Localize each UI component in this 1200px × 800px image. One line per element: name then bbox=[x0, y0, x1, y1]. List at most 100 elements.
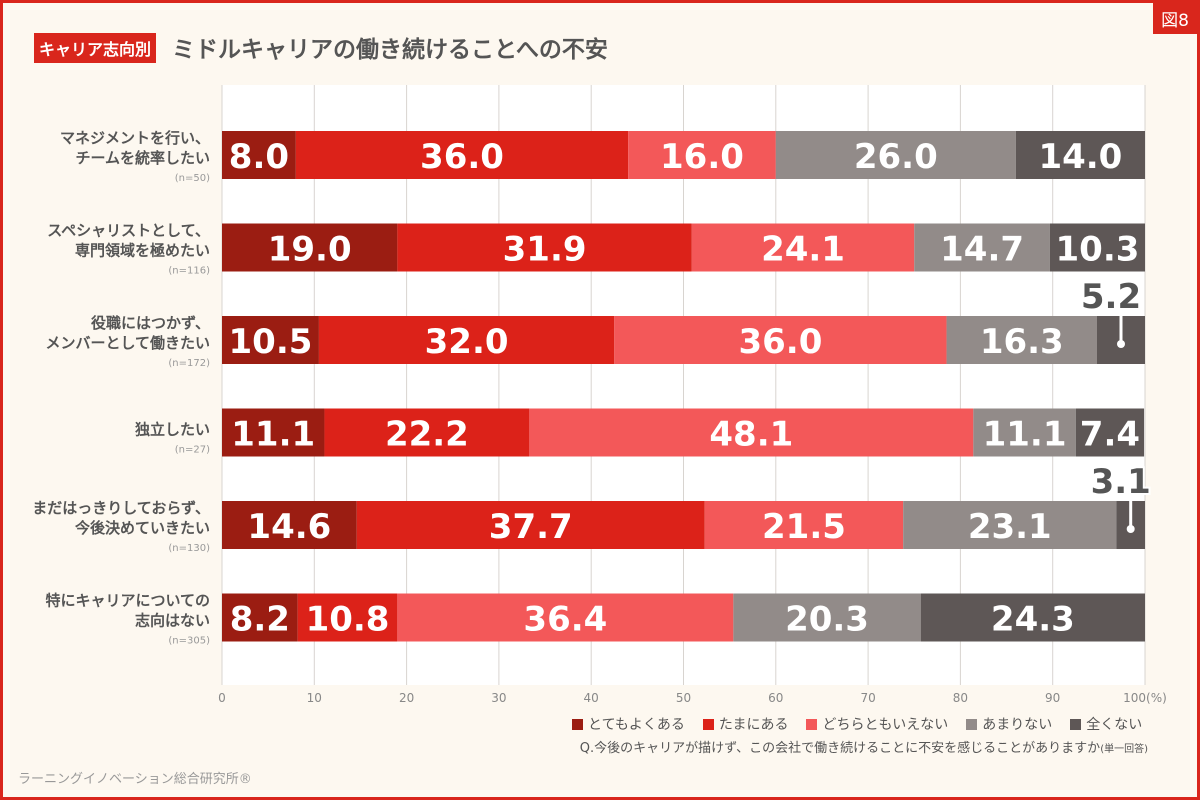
x-tick-label: 20 bbox=[399, 691, 414, 705]
category-label: スペシャリストとして、 bbox=[47, 222, 210, 240]
data-label: 21.5 bbox=[762, 507, 846, 547]
bar-segment bbox=[222, 408, 325, 457]
data-label: 8.0 bbox=[229, 137, 289, 177]
x-tick-label: 70 bbox=[860, 691, 875, 705]
data-label: 10.5 bbox=[229, 322, 313, 362]
bar-segment bbox=[222, 593, 298, 642]
data-label: 23.1 bbox=[968, 507, 1052, 547]
bar-segment bbox=[297, 593, 398, 642]
bar-segment bbox=[324, 408, 530, 457]
x-tick-label: 10 bbox=[307, 691, 322, 705]
data-label: 36.0 bbox=[738, 322, 822, 362]
category-n: (n=50) bbox=[175, 173, 210, 184]
data-label: 10.3 bbox=[1056, 230, 1140, 270]
x-tick-label: 90 bbox=[1045, 691, 1060, 705]
category-label: マネジメントを行い、 bbox=[60, 129, 210, 147]
data-label: 16.0 bbox=[660, 137, 744, 177]
x-tick-label: 100(%) bbox=[1123, 691, 1167, 705]
bar-segment bbox=[946, 316, 1098, 364]
category-label: まだはっきりしておらず、 bbox=[32, 499, 210, 517]
bar-segment bbox=[914, 223, 1050, 272]
category-label: メンバーとして働きたい bbox=[45, 334, 210, 352]
legend-label: 全くない bbox=[1086, 717, 1143, 733]
x-tick-label: 60 bbox=[768, 691, 783, 705]
bar-segment bbox=[920, 593, 1145, 642]
data-label: 31.9 bbox=[503, 230, 587, 270]
data-label: 48.1 bbox=[709, 415, 793, 455]
legend: とてもよくある たまにある どちらともいえない あまりない 全くない bbox=[572, 714, 1142, 734]
category-label: 特にキャリアについての bbox=[45, 592, 210, 610]
legend-swatch bbox=[1070, 719, 1082, 730]
legend-label: あまりない bbox=[982, 717, 1053, 733]
category-label: 専門領域を極めたい bbox=[75, 242, 210, 260]
bar-segment bbox=[1075, 408, 1145, 457]
bar-segment bbox=[628, 131, 776, 179]
bar-segment bbox=[614, 316, 947, 364]
legend-label: たまにある bbox=[718, 717, 789, 733]
legend-item: 全くない bbox=[1070, 714, 1142, 734]
x-tick-label: 30 bbox=[491, 691, 506, 705]
data-label: 24.1 bbox=[761, 230, 845, 270]
data-label: 14.6 bbox=[247, 507, 331, 547]
data-label: 16.3 bbox=[980, 322, 1064, 362]
data-label: 11.1 bbox=[983, 415, 1067, 455]
category-label: 今後決めていきたい bbox=[74, 519, 210, 537]
callout-dot bbox=[1126, 525, 1135, 533]
x-tick-label: 50 bbox=[676, 691, 691, 705]
question-text: Q.今後のキャリアが描けず、この会社で働き続けることに不安を感じることがあります… bbox=[580, 737, 1148, 756]
category-n: (n=130) bbox=[168, 543, 210, 554]
bar-segment bbox=[222, 501, 357, 549]
x-tick-label: 0 bbox=[218, 691, 226, 705]
bar-segment bbox=[903, 501, 1117, 549]
bar-segment bbox=[529, 408, 974, 457]
data-label: 5.2 bbox=[1081, 277, 1141, 317]
data-label: 11.1 bbox=[231, 415, 315, 455]
bar-segment bbox=[704, 501, 904, 549]
data-label: 20.3 bbox=[785, 600, 869, 640]
bar-segment bbox=[397, 593, 734, 642]
category-n: (n=27) bbox=[175, 445, 210, 456]
data-label: 19.0 bbox=[268, 230, 352, 270]
legend-label: とてもよくある bbox=[588, 717, 685, 733]
bar-segment bbox=[973, 408, 1076, 457]
bar-segment bbox=[295, 131, 629, 179]
category-n: (n=116) bbox=[168, 266, 210, 277]
data-label: 24.3 bbox=[991, 600, 1075, 640]
data-label: 14.7 bbox=[940, 230, 1024, 270]
x-tick-label: 80 bbox=[953, 691, 968, 705]
legend-swatch bbox=[966, 719, 978, 730]
legend-swatch bbox=[572, 719, 583, 730]
bar-segment bbox=[775, 131, 1016, 179]
data-label: 14.0 bbox=[1038, 137, 1122, 177]
category-tag: キャリア志向別 bbox=[34, 33, 157, 63]
data-label: 36.4 bbox=[523, 600, 607, 640]
category-label: チームを統率したい bbox=[75, 149, 210, 167]
data-label: 10.8 bbox=[306, 600, 390, 640]
bar-segment bbox=[222, 316, 319, 364]
category-label: 役職にはつかず、 bbox=[91, 314, 210, 332]
bar-segment bbox=[733, 593, 921, 642]
bar-segment bbox=[691, 223, 915, 272]
category-n: (n=305) bbox=[168, 636, 210, 647]
chart-title: ミドルキャリアの働き続けることへの不安 bbox=[172, 37, 608, 63]
credit: ラーニングイノベーション総合研究所® bbox=[18, 772, 252, 787]
bar-segment bbox=[318, 316, 615, 364]
data-label: 22.2 bbox=[385, 415, 469, 455]
question: Q.今後のキャリアが描けず、この会社で働き続けることに不安を感じることがあります… bbox=[579, 741, 1101, 756]
callout-dot bbox=[1117, 340, 1126, 348]
data-label: 8.2 bbox=[230, 600, 290, 640]
question-note: (単一回答) bbox=[1100, 744, 1148, 755]
category-label: 志向はない bbox=[135, 612, 210, 630]
category-n: (n=172) bbox=[168, 358, 210, 369]
x-tick-label: 40 bbox=[584, 691, 599, 705]
bar-segment bbox=[1049, 223, 1145, 272]
legend-swatch bbox=[806, 719, 818, 730]
category-label: 独立したい bbox=[135, 421, 210, 439]
bar-segment bbox=[222, 131, 296, 179]
bar-segment bbox=[356, 501, 705, 549]
data-label: 3.1 bbox=[1091, 462, 1151, 502]
figure-number: 図8 bbox=[1153, 3, 1197, 34]
legend-item: たまにある bbox=[702, 714, 789, 734]
legend-item: あまりない bbox=[966, 714, 1052, 734]
